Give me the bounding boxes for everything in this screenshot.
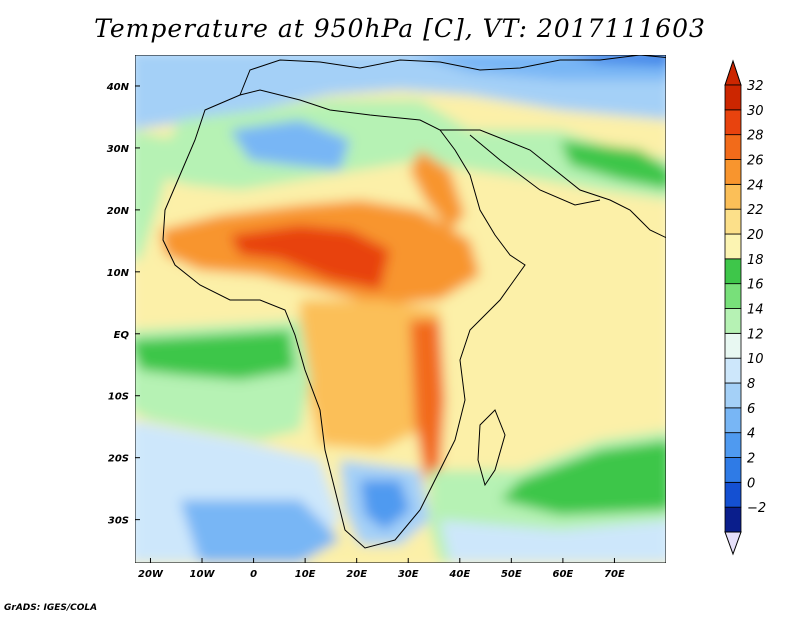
colorbar-level-label: −2 <box>747 501 766 516</box>
colorbar-level-label: 4 <box>747 427 755 442</box>
lon-label: 20W <box>138 569 164 580</box>
colorbar-swatch <box>724 432 742 458</box>
colorbar-level-label: 26 <box>747 154 764 169</box>
colorbar-level-label: 12 <box>747 327 764 342</box>
lon-label: 50E <box>501 569 522 580</box>
lat-label: 10S <box>108 392 129 403</box>
lon-label: 40E <box>448 569 470 580</box>
map-panel <box>135 55 666 563</box>
lon-label: 30E <box>398 569 419 580</box>
lat-label: EQ <box>114 330 130 341</box>
lat-label: 30S <box>108 516 129 527</box>
colorbar-level-label: 32 <box>747 79 764 94</box>
colorbar-swatch <box>724 134 742 160</box>
colorbar-swatch <box>724 382 742 409</box>
colorbar-swatch <box>724 159 742 185</box>
colorbar-swatch <box>724 258 742 285</box>
lat-label: 20N <box>107 206 130 217</box>
colorbar-level-label: 2 <box>747 452 755 467</box>
temperature-field <box>135 55 666 563</box>
colorbar-level-label: 0 <box>747 476 755 491</box>
lon-label: 70E <box>604 569 625 580</box>
axis-ticks <box>135 85 615 563</box>
lon-label: 60E <box>553 569 574 580</box>
footer-credit: GrADS: IGES/COLA <box>4 603 98 613</box>
colorbar-swatch <box>724 283 742 309</box>
colorbar-level-label: 28 <box>747 129 764 144</box>
colorbar-swatch <box>724 357 742 384</box>
colorbar-level-label: 18 <box>747 253 764 268</box>
colorbar-swatch <box>724 233 742 260</box>
colorbar-level-label: 30 <box>747 104 764 119</box>
colorbar-level-label: 6 <box>747 402 755 417</box>
longitude-labels: 20W 10W 0 10E 20E 30E 40E 50E 60E 70E <box>138 569 625 580</box>
colorbar-swatch <box>724 208 742 235</box>
coastlines <box>162 55 666 549</box>
colorbar-level-label: 8 <box>747 377 755 392</box>
colorbar-level-label: 14 <box>747 303 764 318</box>
lon-label: 20E <box>346 569 367 580</box>
colorbar-level-label: 24 <box>747 178 764 193</box>
colorbar-swatch <box>724 407 742 434</box>
colorbar-swatch <box>724 457 742 483</box>
colorbar-over-triangle <box>724 59 742 86</box>
colorbar-swatch <box>724 308 742 334</box>
lat-label: 40N <box>106 82 130 93</box>
map-title: Temperature at 950hPa [C], VT: 201711160… <box>94 14 706 43</box>
colorbar-level-label: 22 <box>747 203 764 218</box>
colorbar-swatch <box>724 84 742 111</box>
colorbar-level-label: 16 <box>747 278 764 293</box>
colorbar-swatch <box>724 481 742 508</box>
colorbar-under-triangle <box>724 531 742 556</box>
colorbar-swatch <box>724 506 742 533</box>
lon-label: 10W <box>190 569 216 580</box>
colorbar-swatch <box>724 183 742 210</box>
lat-label: 20S <box>108 454 129 465</box>
colorbar-level-label: 20 <box>747 228 764 243</box>
lon-label: 0 <box>250 569 257 580</box>
colorbar-swatch <box>724 332 742 359</box>
colorbar-level-label: 10 <box>747 352 764 367</box>
lon-label: 10E <box>295 569 316 580</box>
colorbar-swatch <box>724 109 742 136</box>
latitude-labels: 40N 30N 20N 10N EQ 10S 20S 30S <box>106 82 130 527</box>
lat-label: 10N <box>107 268 130 279</box>
lat-label: 30N <box>107 144 130 155</box>
